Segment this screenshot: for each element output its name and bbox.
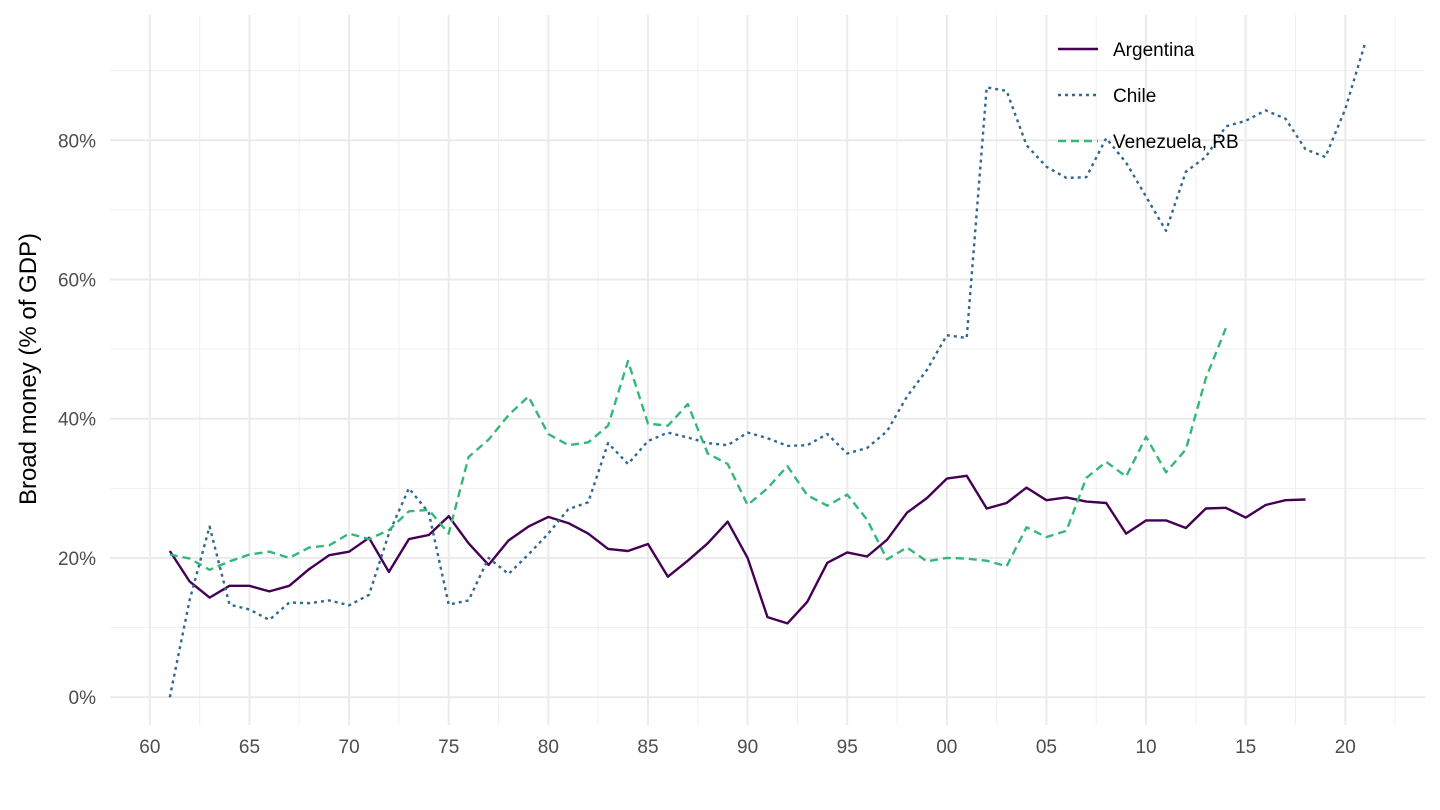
y-tick-label: 60% xyxy=(58,271,96,292)
y-tick-label: 40% xyxy=(58,410,96,431)
x-tick-label: 80 xyxy=(538,737,559,758)
y-axis-ticks: 0% 20% 40% 60% 80% xyxy=(58,131,96,709)
x-tick-label: 65 xyxy=(239,737,260,758)
x-tick-label: 75 xyxy=(438,737,459,758)
x-tick-label: 90 xyxy=(737,737,758,758)
x-tick-label: 00 xyxy=(936,737,957,758)
x-tick-label: 70 xyxy=(339,737,360,758)
x-tick-label: 20 xyxy=(1335,737,1356,758)
x-axis-ticks: 60 65 70 75 80 85 90 95 00 05 10 15 20 xyxy=(139,737,1356,758)
x-tick-label: 05 xyxy=(1036,737,1057,758)
series-line-venezuela-rb xyxy=(169,327,1227,571)
legend-label: Chile xyxy=(1113,86,1156,107)
grid xyxy=(110,15,1425,725)
series-line-argentina xyxy=(168,474,1306,625)
x-tick-label: 85 xyxy=(637,737,658,758)
series-lines xyxy=(168,42,1367,698)
legend: Argentina Chile Venezuela, RB xyxy=(1058,40,1239,153)
legend-label: Argentina xyxy=(1113,40,1195,61)
y-tick-label: 0% xyxy=(69,688,97,709)
x-tick-label: 60 xyxy=(139,737,160,758)
legend-label: Venezuela, RB xyxy=(1113,132,1239,153)
series-line-chile xyxy=(168,42,1367,698)
y-tick-label: 80% xyxy=(58,131,96,152)
y-tick-label: 20% xyxy=(58,549,96,570)
y-axis-title: Broad money (% of GDP) xyxy=(15,233,42,505)
x-tick-label: 15 xyxy=(1235,737,1256,758)
x-tick-label: 95 xyxy=(837,737,858,758)
x-tick-label: 10 xyxy=(1135,737,1156,758)
